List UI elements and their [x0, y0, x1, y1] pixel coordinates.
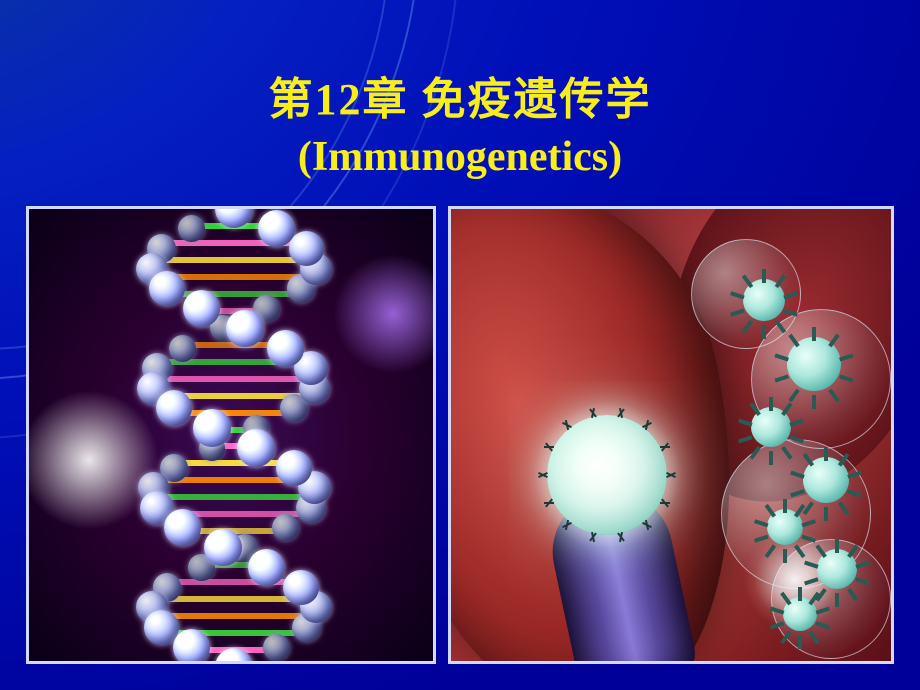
title-english: (Immunogenetics): [0, 129, 920, 186]
image-row: [26, 206, 894, 664]
title-chinese: 第12章 免疫遗传学: [0, 70, 920, 129]
immune-image: [448, 206, 894, 664]
large-immune-cell: [547, 415, 667, 535]
slide-title: 第12章 免疫遗传学 (Immunogenetics): [0, 70, 920, 186]
dna-image: [26, 206, 436, 664]
